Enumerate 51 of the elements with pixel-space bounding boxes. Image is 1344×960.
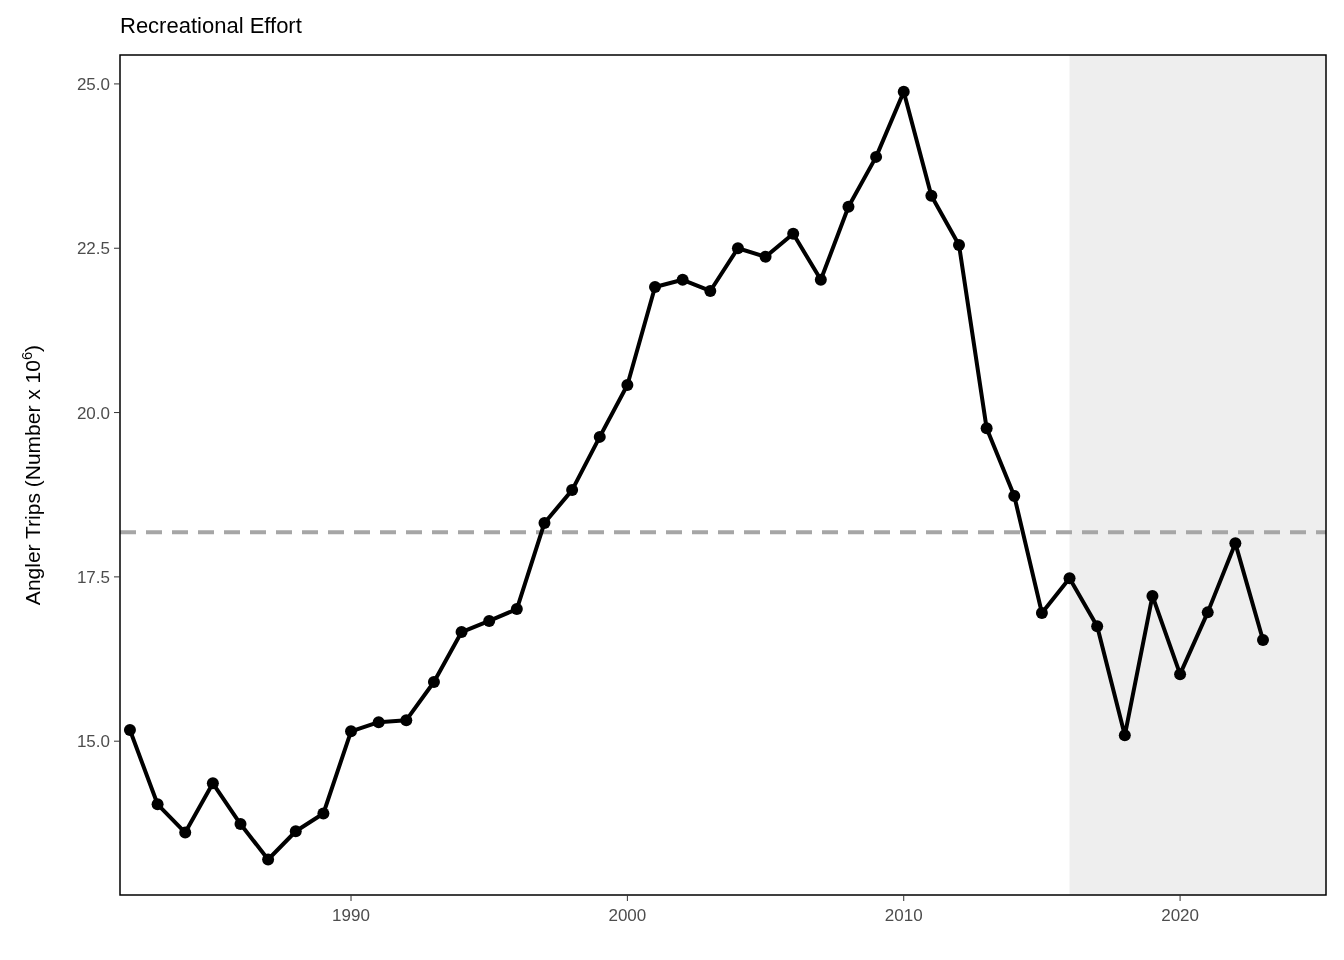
point — [372, 716, 385, 729]
point — [317, 807, 330, 820]
point — [731, 242, 744, 255]
point — [234, 818, 247, 831]
point — [455, 626, 468, 639]
point — [1174, 668, 1187, 681]
y-tick-label: 25.0 — [76, 74, 110, 94]
point — [925, 189, 938, 202]
point — [980, 422, 993, 435]
point — [206, 777, 219, 790]
point — [345, 725, 358, 738]
point — [842, 200, 855, 213]
point — [897, 85, 910, 98]
y-tick-label: 15.0 — [76, 732, 110, 752]
chart-title: Recreational Effort — [120, 13, 302, 38]
point — [1118, 729, 1131, 742]
point — [1201, 606, 1214, 619]
point — [538, 516, 551, 529]
point — [1035, 607, 1048, 620]
x-tick-label: 2000 — [608, 906, 647, 925]
point — [179, 826, 192, 839]
point — [1063, 572, 1076, 585]
point — [262, 853, 275, 866]
point — [704, 284, 717, 297]
point — [123, 724, 136, 737]
point — [427, 676, 440, 689]
x-tick-label: 1990 — [332, 906, 370, 925]
point — [566, 484, 579, 497]
point — [593, 430, 606, 443]
point — [953, 238, 966, 251]
point — [870, 150, 883, 163]
point — [1008, 490, 1021, 503]
point — [759, 250, 772, 263]
y-tick-label: 17.5 — [76, 567, 110, 587]
point — [400, 714, 413, 727]
point — [151, 798, 164, 811]
point — [510, 603, 523, 616]
x-tick-label: 2020 — [1161, 906, 1199, 925]
point — [649, 281, 662, 294]
point — [676, 273, 689, 286]
y-tick-label: 22.5 — [76, 239, 110, 259]
point — [483, 614, 496, 627]
point — [1256, 633, 1269, 646]
point — [289, 825, 302, 838]
point — [1146, 589, 1159, 602]
x-tick-label: 2010 — [884, 906, 923, 925]
point — [621, 378, 634, 391]
point — [787, 227, 800, 240]
point — [814, 273, 827, 286]
y-tick-label: 20.0 — [76, 403, 110, 423]
point — [1091, 620, 1104, 633]
